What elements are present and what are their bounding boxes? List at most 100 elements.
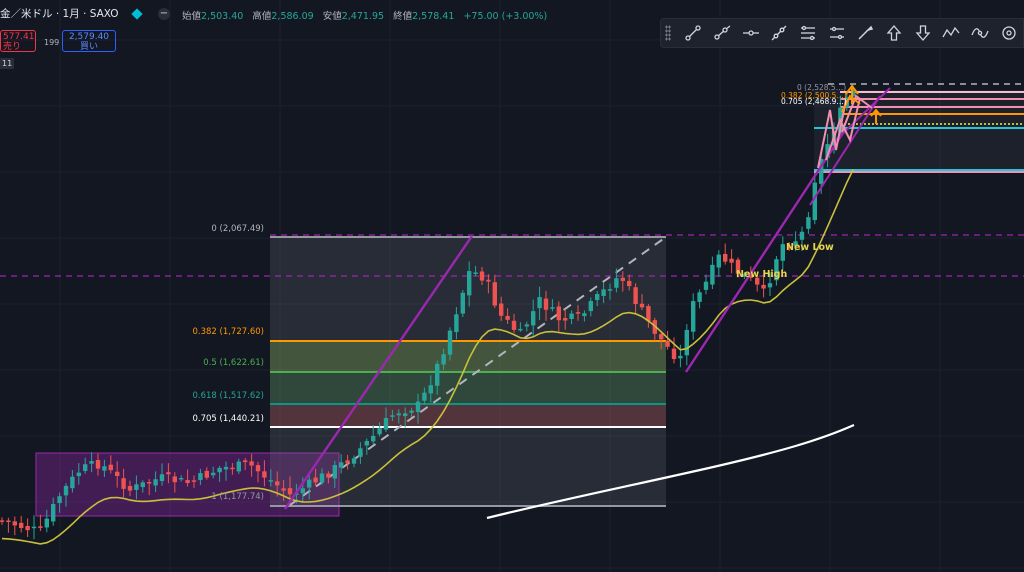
candle-body — [486, 279, 491, 282]
candle-body — [678, 355, 683, 359]
candle-body — [415, 401, 421, 412]
candle-body — [697, 292, 702, 302]
cycle-lines-icon[interactable] — [966, 21, 995, 45]
candle-body — [607, 289, 613, 291]
candle-body — [390, 415, 395, 417]
candle-body — [473, 272, 478, 274]
candle-body — [447, 330, 453, 355]
arrow-up-icon[interactable] — [880, 21, 909, 45]
candle-body — [281, 488, 286, 491]
candle-body — [659, 334, 664, 340]
ohlc-legend: 始値2,503.40 高値2,586.09 安値2,471.95 終値2,578… — [182, 11, 548, 22]
candle-body — [95, 460, 101, 469]
new-low-label: New Low — [786, 242, 834, 253]
fibonacci-retracement-main[interactable] — [270, 236, 667, 507]
trend-channel-line-3[interactable] — [809, 95, 881, 206]
horizontal-line-icon[interactable] — [736, 21, 765, 45]
fib-label-1: 1 (1,177.74) — [211, 492, 264, 502]
candle-body — [243, 460, 248, 463]
candle-body — [460, 292, 465, 314]
candle-body — [633, 287, 638, 305]
trend-channel-line-1[interactable] — [284, 235, 473, 510]
candle-body — [76, 472, 81, 477]
buy-button[interactable]: 2,579.40 買い — [62, 30, 116, 52]
candle-body — [249, 461, 254, 466]
svg-text:0 (2,528.5…): 0 (2,528.5…) — [797, 83, 846, 92]
candle-body — [716, 254, 721, 268]
candle-body — [441, 354, 446, 365]
drawing-toolbar — [660, 18, 1024, 48]
candle-body — [217, 467, 222, 473]
candle-body — [582, 313, 587, 317]
candle-body — [6, 520, 11, 523]
close-value: 2,578.41 — [412, 11, 455, 22]
candle-body — [479, 271, 485, 281]
extended-line-icon[interactable] — [765, 21, 794, 45]
candle-body — [345, 460, 350, 464]
settings-icon[interactable] — [994, 21, 1023, 45]
candle-body — [537, 297, 542, 309]
candle-body — [748, 274, 753, 278]
candle-body — [492, 282, 497, 306]
candle-body — [787, 246, 792, 248]
trend-channel-line-2[interactable] — [684, 129, 847, 373]
zigzag-icon[interactable] — [937, 21, 966, 45]
candle-body — [665, 340, 670, 347]
symbol-title[interactable]: 金／米ドル · 1月 · SAXO — [0, 8, 119, 20]
pink-brush-drawings[interactable] — [817, 94, 873, 169]
fib-label-0: 0 (2,067.49) — [211, 224, 264, 234]
candle-body — [364, 440, 369, 446]
candle-body — [729, 258, 734, 263]
candle-body — [524, 324, 529, 327]
candle-body — [563, 318, 568, 321]
brush-icon[interactable] — [851, 21, 880, 45]
sell-label: 売り — [3, 42, 22, 52]
pitchfork-icon[interactable] — [822, 21, 851, 45]
candle-body — [63, 485, 69, 496]
candle-body — [543, 298, 549, 310]
spread-value: 199 — [44, 38, 60, 47]
low-value: 2,471.95 — [341, 11, 385, 22]
ray-icon[interactable] — [708, 21, 737, 45]
candle-body — [121, 478, 126, 489]
trend-line-icon[interactable] — [679, 21, 708, 45]
candle-body — [755, 277, 760, 285]
candle-body — [89, 461, 94, 464]
candle-body — [230, 467, 235, 470]
long-term-average-line[interactable] — [486, 423, 855, 520]
orange-arrow-drawings[interactable] — [841, 84, 882, 124]
candle-body — [102, 466, 107, 471]
parallel-channel-icon[interactable] — [794, 21, 823, 45]
candle-body — [0, 520, 5, 522]
open-value: 2,503.40 — [201, 11, 244, 22]
candle-body — [710, 264, 715, 285]
candle-body — [198, 473, 203, 481]
candle-body — [819, 158, 824, 184]
candle-body — [691, 301, 696, 332]
candle-body — [57, 496, 62, 504]
collapse-legend-button[interactable]: − — [158, 8, 170, 20]
candle-body — [211, 472, 216, 476]
candle-body — [44, 518, 49, 528]
fibonacci-retracement-small[interactable] — [814, 90, 1024, 173]
candle-body — [307, 479, 312, 488]
interval-badge[interactable]: 11 — [0, 58, 15, 69]
candle-body — [287, 488, 293, 495]
candle-body — [51, 504, 56, 522]
candle-body — [851, 89, 856, 96]
sell-button[interactable]: 577.41 売り — [0, 30, 36, 52]
arrow-down-icon[interactable] — [908, 21, 937, 45]
candle-body — [403, 413, 408, 417]
candle-body — [575, 312, 581, 314]
candle-body — [326, 473, 331, 478]
fib-main-labels: 0 (2,067.49) 0.382 (1,727.60) 0.5 (1,622… — [192, 224, 264, 502]
candle-body — [339, 462, 344, 468]
candle-body — [556, 306, 561, 321]
drag-handle-icon[interactable] — [665, 25, 671, 41]
candle-body — [12, 521, 17, 526]
candle-body — [793, 241, 798, 246]
candle-body — [601, 289, 606, 296]
candle-body — [499, 303, 504, 316]
candle-body — [396, 413, 401, 416]
